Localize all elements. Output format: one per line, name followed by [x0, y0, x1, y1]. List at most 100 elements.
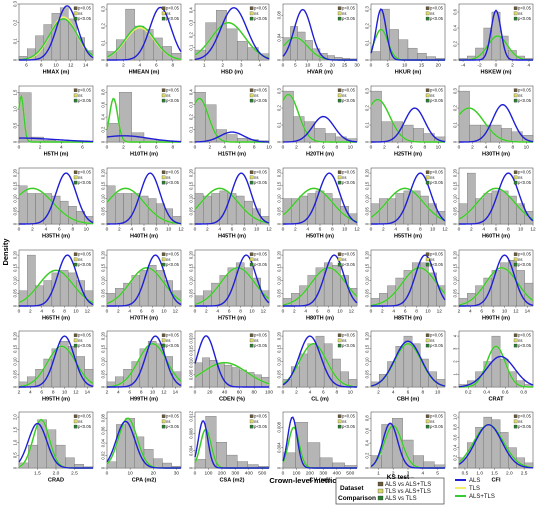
- ks-swatch: [249, 6, 254, 10]
- ks-result: ns: [78, 175, 82, 180]
- density-curve-als: [107, 254, 182, 307]
- ks-result: p<0.05: [518, 6, 532, 11]
- y-tick-label: 0.20: [188, 250, 193, 259]
- y-tick-label: 0.004: [276, 442, 281, 453]
- histogram-bar: [411, 190, 421, 225]
- y-tick-label: 2: [452, 360, 457, 363]
- x-tick-label: 0: [282, 389, 285, 395]
- x-tick-label: 6: [140, 308, 143, 314]
- ks-swatch: [73, 6, 78, 10]
- x-tick-label: 0: [370, 62, 373, 68]
- x-tick-label: 6: [231, 226, 234, 232]
- ks-result: p<0.05: [78, 343, 92, 348]
- y-tick-label: 0: [364, 304, 369, 307]
- x-tick-label: 5: [294, 62, 297, 68]
- x-tick-label: 4: [40, 308, 43, 314]
- y-tick-label: 0.15: [364, 344, 369, 353]
- y-tick-label: 0: [452, 466, 457, 469]
- x-tick-label: 0: [282, 226, 285, 232]
- x-tick-label: 10: [305, 62, 311, 68]
- x-tick-label: 10: [402, 62, 408, 68]
- ks-result: p<0.05: [166, 424, 180, 429]
- density-curve-als: [282, 416, 357, 469]
- histogram-bar: [84, 369, 94, 388]
- ks-swatch: [337, 343, 342, 348]
- y-tick-label: 0.10: [188, 276, 193, 285]
- panel-xlabel: CDEN (%): [219, 397, 245, 403]
- y-tick-label: 0.20: [276, 331, 281, 340]
- ks-swatch: [73, 16, 78, 21]
- ks-result: p<0.05: [430, 180, 444, 185]
- x-tick-label: 3: [240, 62, 243, 68]
- x-tick-label: 2.0: [506, 470, 513, 476]
- histogram-bar: [55, 444, 66, 469]
- x-tick-label: 12: [437, 308, 443, 314]
- histogram-bar: [370, 90, 382, 143]
- y-tick-label: 1.0: [12, 105, 17, 111]
- x-tick-label: 20: [151, 470, 157, 476]
- y-tick-label: 0.10: [364, 357, 369, 366]
- y-tick-label: 0.3: [452, 88, 457, 94]
- histogram-bar: [490, 124, 502, 143]
- x-tick-label: 0: [106, 144, 109, 150]
- panel-xlabel: HSKEW (m): [480, 70, 511, 76]
- x-tick-label: 12: [261, 308, 267, 314]
- panel-xlabel: H30TH (m): [482, 152, 510, 158]
- histogram-bar: [226, 134, 238, 143]
- panel-xlabel: H65TH (m): [42, 316, 70, 322]
- histogram-bar: [68, 272, 77, 307]
- ks-result: ns: [518, 11, 522, 16]
- histogram-bar: [235, 195, 245, 225]
- ks-result: p<0.05: [166, 333, 180, 338]
- panel-xlabel: H35TH (m): [42, 234, 70, 240]
- panel-17: 0 2 4 6 8 10 12 0 0.05 0.10 0.15 0.20 p<0.05nsp<0.05…: [364, 167, 448, 240]
- x-tick-label: 4: [309, 144, 312, 150]
- ks-swatch: [425, 88, 430, 92]
- ks-swatch: [337, 93, 342, 98]
- density-curve-als: [458, 355, 534, 388]
- x-tick-label: 4: [309, 389, 312, 395]
- ks-result: p<0.05: [430, 16, 444, 21]
- ks-swatch: [249, 424, 254, 429]
- x-tick-label: 4: [45, 226, 48, 232]
- ks-swatch: [513, 180, 518, 185]
- x-tick-label: 0: [106, 226, 109, 232]
- y-tick-label: 0.3: [276, 88, 281, 94]
- y-tick-label: 0.20: [100, 168, 105, 177]
- histogram-bar: [231, 367, 240, 388]
- panel-xlabel: H80TH (m): [306, 316, 334, 322]
- x-tick-label: 5: [436, 470, 439, 476]
- y-tick-label: 0.15: [188, 263, 193, 272]
- ks-result: p<0.05: [518, 88, 532, 93]
- x-tick-label: 1: [377, 470, 380, 476]
- histogram-bar: [499, 190, 509, 225]
- x-tick-label: 2: [470, 226, 473, 232]
- density-curve-als: [19, 5, 94, 61]
- panel-19: 0 2 4 6 8 10 12 0 0.05 0.10 0.15 0.20 p<0.05nsp<0.05…: [12, 249, 94, 322]
- y-tick-label: 0: [364, 58, 369, 61]
- y-tick-label: 0.20: [12, 250, 17, 259]
- ks-swatch: [425, 93, 430, 98]
- x-tick-label: 4: [216, 308, 219, 314]
- panel-36: 0.5 1.0 1.5 2.0 2.5 0 0.2 0.4 0.6 0.8 1.0 p<0.05nsp…: [452, 411, 534, 484]
- ks-result: p<0.05: [342, 343, 356, 348]
- y-tick-label: 1: [452, 372, 457, 375]
- ks-swatch: [249, 98, 254, 103]
- x-tick-label: 8: [492, 308, 495, 314]
- histogram-bar: [59, 200, 69, 225]
- ks-swatch: [513, 333, 518, 337]
- y-tick-label: 0.5: [12, 122, 17, 128]
- density-curve-als-tls: [106, 187, 182, 225]
- x-tick-label: 4: [421, 470, 424, 476]
- histogram-bar: [65, 457, 75, 469]
- y-tick-label: 0.10: [12, 276, 17, 285]
- y-tick-label: 0.20: [100, 331, 105, 340]
- histogram-bar: [407, 47, 418, 61]
- density-curve-als: [106, 172, 182, 225]
- y-tick-label: 0.10: [276, 194, 281, 203]
- y-tick-label: 0.10: [452, 194, 457, 203]
- x-tick-label: 0: [458, 144, 461, 150]
